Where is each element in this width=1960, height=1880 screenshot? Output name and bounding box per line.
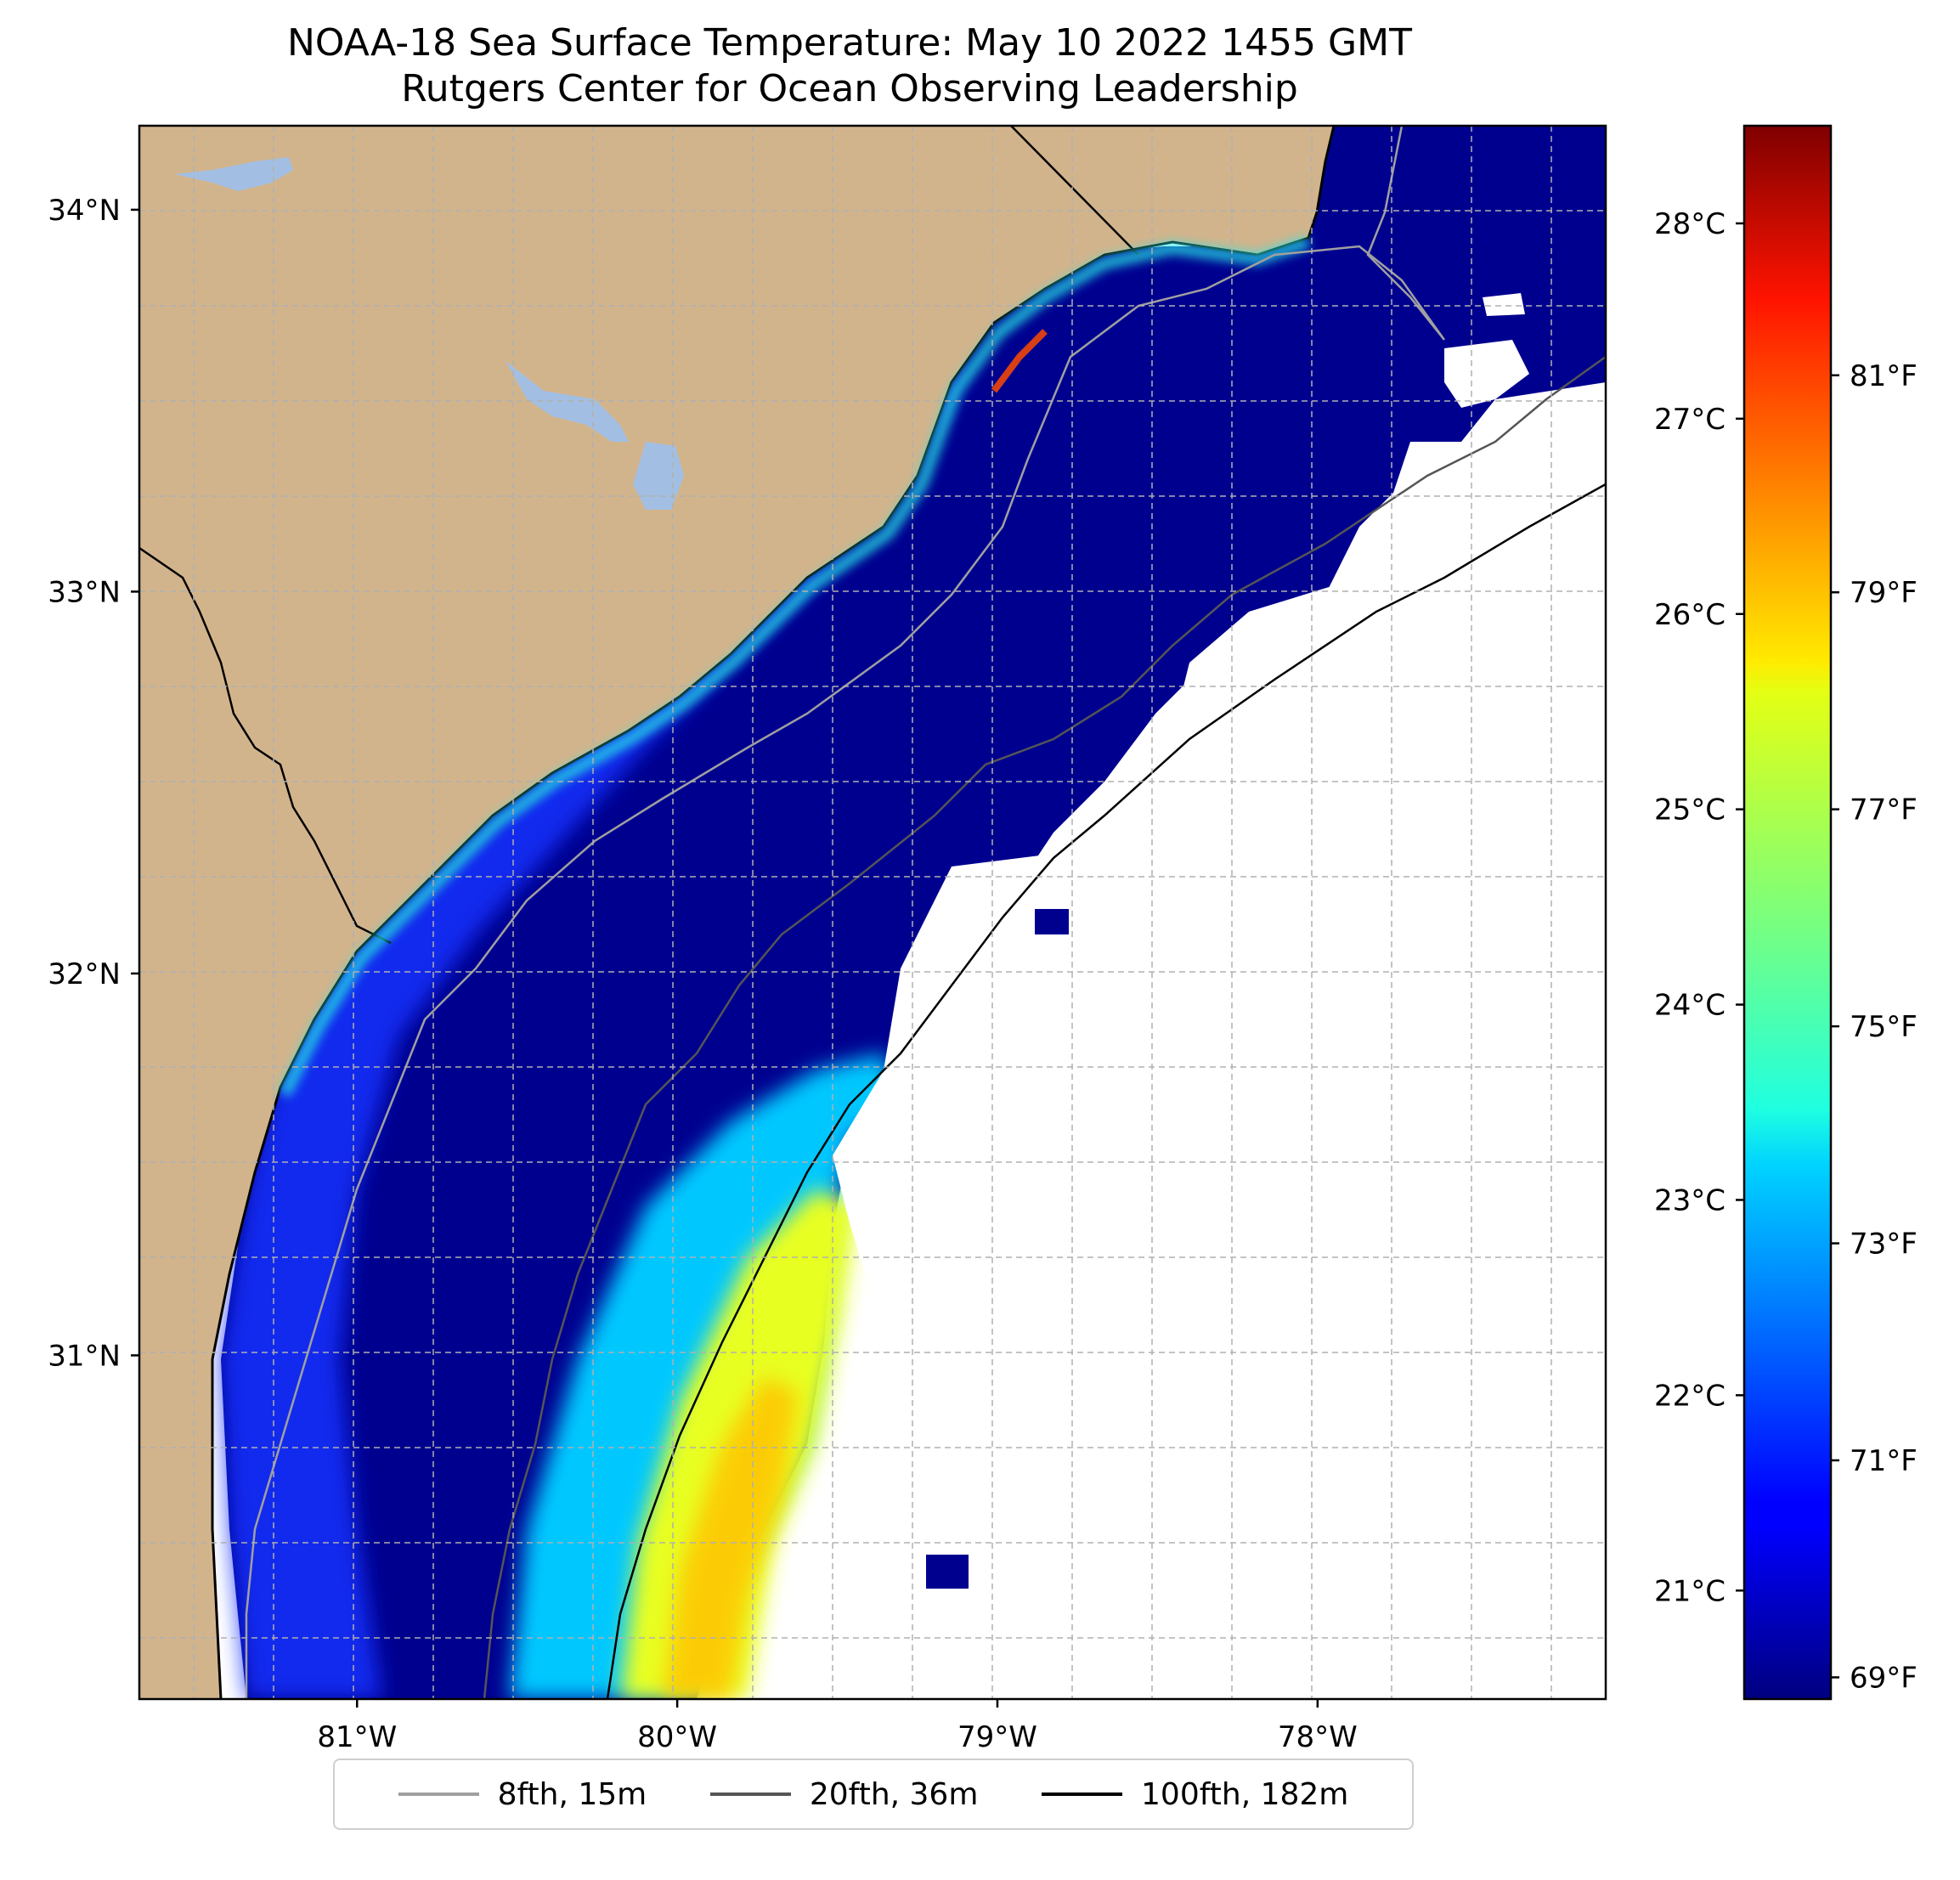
sst-patch [1035, 909, 1069, 934]
no-data-east [833, 476, 1606, 1699]
legend-label-182m: 100fth, 182m [1141, 1776, 1349, 1812]
longitude-axis: 81°W 80°W 79°W 78°W [317, 1699, 1358, 1754]
fahrenheit-tick-label: 69°F [1850, 1661, 1918, 1695]
fahrenheit-tick-label: 75°F [1850, 1010, 1918, 1044]
lon-tick-label: 81°W [317, 1720, 397, 1754]
map-frame [138, 124, 1607, 1701]
legend-item-182m: 100fth, 182m [1042, 1777, 1348, 1812]
celsius-tick-label: 26°C [1654, 598, 1726, 632]
lake [633, 442, 684, 510]
celsius-tick-label: 21°C [1654, 1574, 1726, 1608]
contour-15m [245, 126, 1446, 1699]
no-data-patch [1444, 293, 1529, 408]
colorbar [1743, 124, 1833, 1701]
celsius-tick-label: 22°C [1654, 1379, 1726, 1413]
legend-label-15m: 8fth, 15m [497, 1776, 647, 1812]
celsius-tick-label: 23°C [1654, 1183, 1726, 1217]
colorbar-celsius-axis: 21°C 22°C 23°C 24°C 25°C 26°C 27°C 28°C [1654, 207, 1744, 1608]
legend-line-36m [709, 1792, 791, 1796]
map-title: NOAA-18 Sea Surface Temperature: May 10 … [287, 21, 1412, 65]
fahrenheit-tick-label: 71°F [1850, 1444, 1918, 1478]
sst-field-hottest [663, 1376, 799, 1699]
lat-tick-label: 31°N [48, 1339, 121, 1373]
state-border [1010, 126, 1139, 256]
fahrenheit-tick-label: 77°F [1850, 793, 1918, 827]
celsius-tick-label: 25°C [1654, 793, 1726, 827]
lon-tick-label: 79°W [957, 1720, 1037, 1754]
lat-tick-label: 32°N [48, 957, 121, 991]
legend-line-182m [1042, 1792, 1123, 1796]
lon-tick-label: 80°W [637, 1720, 717, 1754]
legend-label-36m: 20fth, 36m [809, 1776, 979, 1812]
lat-tick-label: 34°N [48, 194, 121, 228]
colorbar-fahrenheit-axis: 69°F 71°F 73°F 75°F 77°F 79°F 81°F [1831, 359, 1918, 1695]
celsius-tick-label: 28°C [1654, 207, 1726, 241]
legend-line-15m [398, 1792, 479, 1796]
lon-tick-label: 78°W [1278, 1720, 1358, 1754]
coastal-hot-fringe [991, 329, 1048, 393]
latitude-axis: 31°N 32°N 33°N 34°N [48, 194, 139, 1373]
depth-contour-legend: 8fth, 15m 20fth, 36m 100fth, 182m [333, 1759, 1414, 1830]
contour-182m [606, 483, 1606, 1699]
fahrenheit-tick-label: 73°F [1850, 1228, 1918, 1262]
map-panel [139, 126, 1606, 1699]
fahrenheit-tick-label: 81°F [1850, 359, 1918, 393]
contour-36m [483, 355, 1606, 1699]
sst-field-cold [221, 126, 1606, 1699]
fahrenheit-tick-label: 79°F [1850, 576, 1918, 610]
map-subtitle: Rutgers Center for Ocean Observing Leade… [401, 67, 1298, 110]
land-mass [139, 126, 1334, 1699]
gridlines [139, 126, 1606, 1699]
celsius-tick-label: 24°C [1654, 989, 1726, 1023]
lake [174, 157, 293, 191]
celsius-tick-label: 27°C [1654, 403, 1726, 437]
lat-tick-label: 33°N [48, 575, 121, 609]
coastal-warm-fringe [279, 236, 1311, 1098]
legend-item-36m: 20fth, 36m [709, 1776, 979, 1812]
state-border [139, 546, 392, 945]
sst-patch [926, 1555, 969, 1589]
legend-item-15m: 8fth, 15m [398, 1777, 647, 1812]
lake [506, 361, 629, 442]
